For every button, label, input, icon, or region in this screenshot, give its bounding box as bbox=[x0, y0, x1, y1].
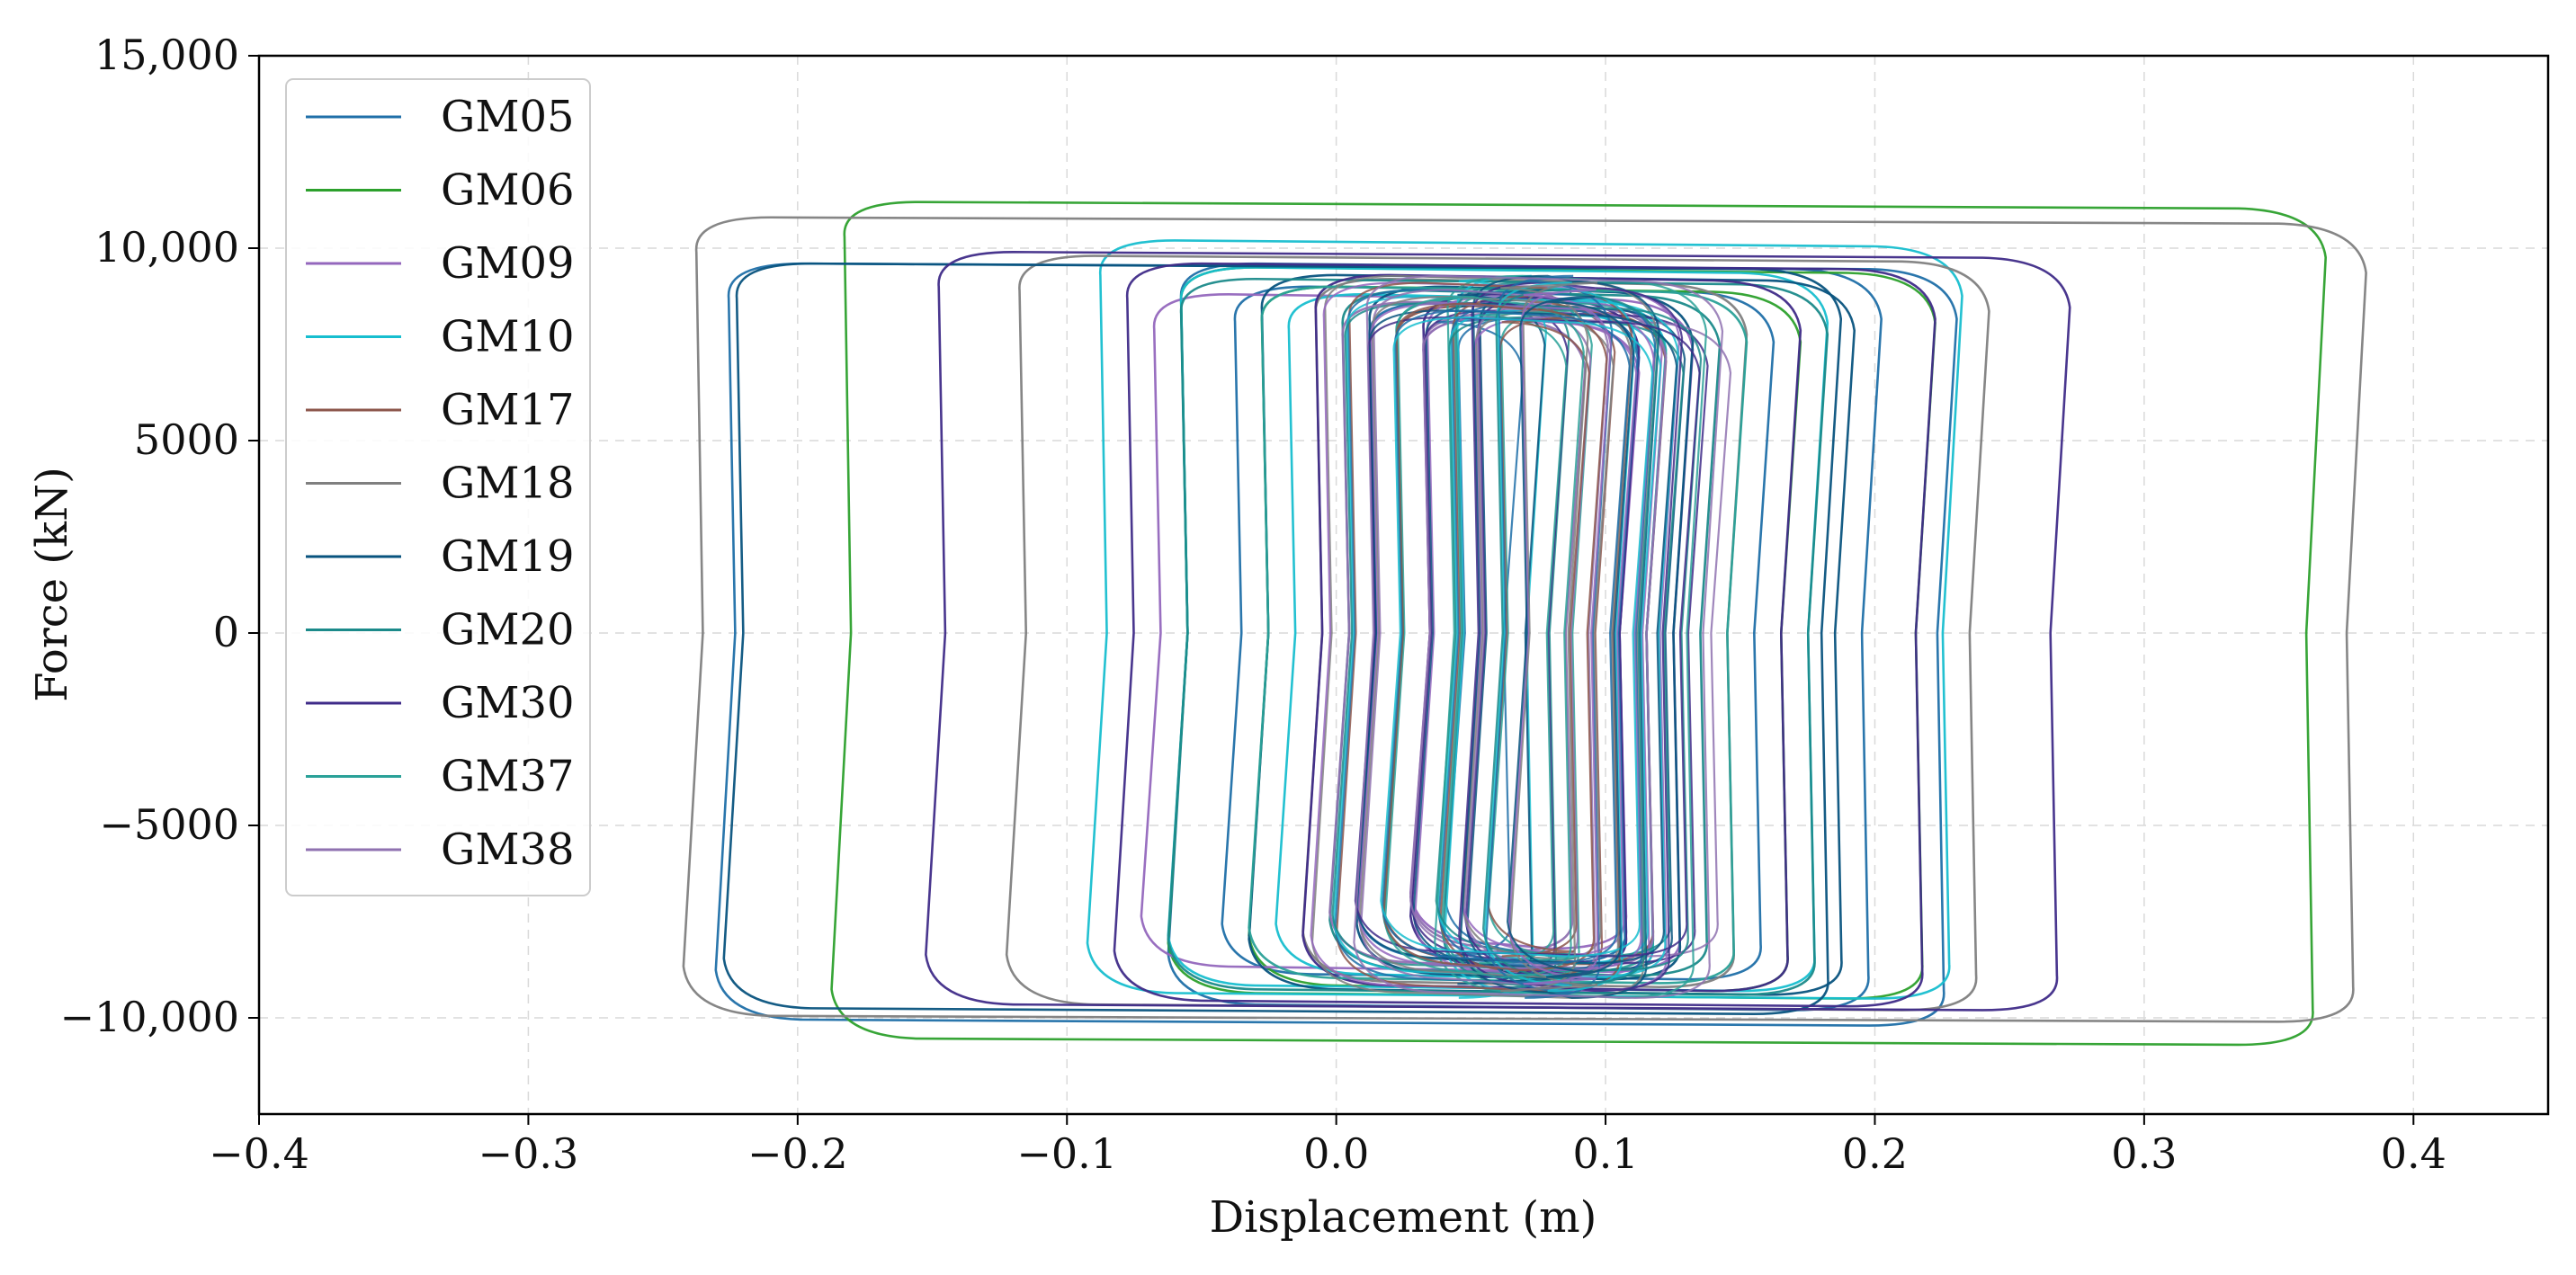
legend-label: GM18 bbox=[441, 459, 575, 509]
inner-cycles bbox=[1310, 274, 1732, 999]
inner-cycle-37 bbox=[1353, 274, 1724, 999]
series-layer bbox=[682, 201, 2367, 1047]
plot-frame bbox=[257, 54, 2550, 1116]
inner-cycle-35 bbox=[1354, 316, 1701, 958]
inner-cycle-33 bbox=[1355, 309, 1678, 965]
y-tick-label: 5000 bbox=[134, 415, 239, 464]
series-gm10-loop-0 bbox=[1086, 239, 1963, 1000]
legend-item-gm30: GM30 bbox=[306, 678, 575, 728]
series-gm05-loop-2 bbox=[714, 262, 1958, 1027]
series-gm18-loop-1 bbox=[1005, 254, 1990, 1012]
legend-item-gm18: GM18 bbox=[306, 459, 575, 509]
legend-label: GM19 bbox=[441, 531, 575, 582]
legend-label: GM05 bbox=[441, 92, 575, 142]
inner-cycle-36 bbox=[1383, 295, 1585, 978]
x-tick-label: 0.4 bbox=[2381, 1129, 2446, 1178]
legend-item-gm06: GM06 bbox=[306, 165, 575, 216]
legend-label: GM20 bbox=[441, 605, 575, 655]
series-gm30-loop-1 bbox=[1113, 262, 1936, 1008]
series-gm06-loop-0 bbox=[830, 201, 2327, 1047]
x-axis-label: Displacement (m) bbox=[1210, 1192, 1597, 1243]
inner-cycle-7 bbox=[1409, 316, 1732, 958]
y-axis-label: Force (kN) bbox=[27, 467, 77, 702]
y-tick-label: 15,000 bbox=[94, 31, 239, 79]
series-gm37-loop-0 bbox=[1248, 285, 1749, 985]
legend-label: GM10 bbox=[441, 312, 575, 362]
y-tick-label: 10,000 bbox=[94, 223, 239, 272]
legend-item-gm20: GM20 bbox=[306, 605, 575, 655]
legend-item-gm05: GM05 bbox=[306, 92, 575, 142]
legend-label: GM17 bbox=[441, 385, 575, 435]
legend-item-gm17: GM17 bbox=[306, 385, 575, 435]
inner-cycle-25 bbox=[1458, 281, 1684, 993]
legend-label: GM37 bbox=[441, 752, 575, 802]
legend-item-gm09: GM09 bbox=[306, 238, 575, 289]
inner-cycle-38 bbox=[1382, 302, 1608, 972]
legend-label: GM30 bbox=[441, 678, 575, 728]
x-axis-ticks: −0.4 −0.3 −0.2 −0.1 0.0 0.1 0.2 0.3 0.4 bbox=[209, 1114, 2446, 1178]
x-tick-label: −0.2 bbox=[747, 1129, 848, 1178]
legend-label: GM06 bbox=[441, 165, 575, 216]
x-tick-label: −0.3 bbox=[479, 1129, 579, 1178]
inner-cycle-22 bbox=[1332, 295, 1679, 978]
y-tick-label: −10,000 bbox=[60, 993, 240, 1041]
x-tick-label: 0.3 bbox=[2111, 1129, 2177, 1178]
inner-cycle-39 bbox=[1500, 281, 1598, 993]
legend-item-gm37: GM37 bbox=[306, 752, 575, 802]
inner-cycle-29 bbox=[1358, 295, 1632, 978]
inner-cycle-42 bbox=[1380, 316, 1654, 958]
y-tick-label: 0 bbox=[213, 608, 239, 656]
legend-item-gm19: GM19 bbox=[306, 531, 575, 582]
legend-label: GM09 bbox=[441, 238, 575, 289]
y-tick-label: −5000 bbox=[99, 800, 239, 849]
legend-label: GM38 bbox=[441, 825, 575, 875]
series-gm18-loop-0 bbox=[682, 216, 2367, 1023]
inner-cycle-31 bbox=[1356, 302, 1655, 972]
x-tick-label: −0.4 bbox=[209, 1129, 309, 1178]
inner-cycle-43 bbox=[1506, 295, 1635, 978]
inner-cycle-16 bbox=[1434, 274, 1708, 999]
legend-item-gm10: GM10 bbox=[306, 312, 575, 362]
legend-box bbox=[285, 78, 591, 896]
inner-cycle-40 bbox=[1381, 309, 1631, 965]
inner-cycle-41 bbox=[1507, 289, 1612, 985]
x-tick-label: −0.1 bbox=[1016, 1129, 1117, 1178]
series-gm20-loop-0 bbox=[1167, 277, 1829, 996]
x-tick-label: 0.1 bbox=[1572, 1129, 1638, 1178]
inner-cycle-9 bbox=[1310, 274, 1658, 999]
inner-cycle-14 bbox=[1435, 316, 1685, 958]
series-gm19-loop-0 bbox=[722, 262, 1843, 1016]
legend: GM05 GM06 GM09 GM10 GM17 GM18 GM19 GM20 GM30 GM37… bbox=[285, 78, 591, 896]
y-axis-ticks: −10,000 −5000 0 5000 10,000 15,000 bbox=[60, 31, 259, 1041]
series-gm30-loop-0 bbox=[925, 250, 2071, 1012]
series-gm18 bbox=[682, 216, 2367, 1023]
x-tick-label: 0.0 bbox=[1303, 1129, 1369, 1178]
inner-cycle-24 bbox=[1331, 302, 1703, 972]
inner-cycle-11 bbox=[1310, 281, 1681, 993]
inner-cycle-27 bbox=[1359, 289, 1609, 985]
legend-item-gm38: GM38 bbox=[306, 825, 575, 875]
x-tick-label: 0.2 bbox=[1842, 1129, 1908, 1178]
inner-cycle-20 bbox=[1334, 289, 1657, 985]
series-gm19-loop-1 bbox=[1248, 273, 1856, 996]
